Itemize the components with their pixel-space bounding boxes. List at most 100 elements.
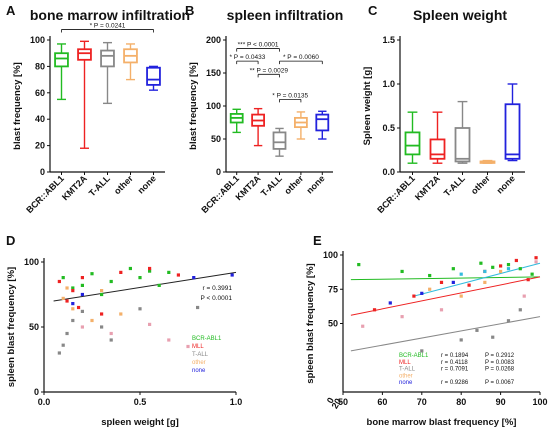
- data-point: [65, 286, 69, 290]
- y-tick-label: 50: [211, 134, 221, 144]
- y-axis-label: spleen blast frequency [%]: [305, 263, 316, 383]
- regression-line: [350, 276, 541, 316]
- data-point: [506, 267, 511, 271]
- y-tick-label: 60: [35, 88, 45, 98]
- data-point: [100, 325, 104, 329]
- legend-entry: BCR-ABL1: [192, 336, 222, 342]
- box-kmt2a: [77, 40, 92, 149]
- y-tick-label: 200: [206, 35, 221, 45]
- significance-label: * P = 0.0135: [272, 92, 308, 99]
- y-tick-label: 20: [35, 141, 45, 151]
- point-series: [80, 322, 190, 349]
- data-point: [483, 269, 487, 274]
- legend-r-value: r = 0.4118: [441, 360, 468, 366]
- y-axis-label: blast frequency [%]: [12, 62, 23, 150]
- data-point: [518, 267, 522, 271]
- y-tick-label: 150: [206, 68, 221, 78]
- box-bcr-abl1: [229, 108, 244, 134]
- data-point: [90, 272, 94, 276]
- panel-label: E: [313, 233, 322, 248]
- point-series: [61, 286, 123, 323]
- data-point: [109, 338, 113, 342]
- data-point: [400, 315, 404, 319]
- data-point: [148, 266, 152, 271]
- data-point: [459, 294, 463, 298]
- data-point: [491, 265, 495, 269]
- box-none: [504, 83, 521, 162]
- significance-label: * P = 0.0433: [229, 54, 265, 61]
- chart-title: spleen infiltration: [227, 7, 344, 23]
- legend-entry: BCR-ABL1: [399, 353, 429, 359]
- iqr-box: [146, 66, 161, 86]
- data-point: [138, 276, 142, 280]
- data-point: [499, 269, 503, 274]
- data-point: [357, 262, 361, 267]
- box-other: [294, 111, 308, 140]
- significance-bracket: * P = 0.0060: [279, 54, 323, 65]
- y-tick-label: 0.0: [382, 167, 395, 177]
- x-tick-label: 90: [496, 397, 506, 407]
- x-category-label: T-ALL: [87, 173, 112, 198]
- x-category-label: other: [469, 173, 492, 196]
- stat-label: P < 0.0001: [200, 295, 232, 302]
- significance-bracket: * P = 0.0433: [229, 54, 266, 65]
- x-tick-label: 0.0: [38, 397, 51, 407]
- box-bcr-abl1: [404, 111, 421, 164]
- x-tick-label: 0.5: [134, 397, 147, 407]
- data-point: [475, 328, 479, 332]
- legend-entry: T-ALL: [192, 352, 209, 358]
- significance-bracket: * P = 0.0241: [61, 22, 154, 33]
- data-point: [230, 273, 234, 277]
- y-tick-label: 40: [35, 114, 45, 124]
- x-category-label: other: [112, 173, 135, 196]
- data-point: [80, 292, 84, 297]
- regression-line: [350, 276, 541, 281]
- data-point: [90, 318, 94, 323]
- x-category-label: other: [282, 173, 305, 196]
- point-series: [357, 261, 534, 278]
- x-tick-label: 60: [377, 397, 387, 407]
- y-tick-label: 75: [328, 284, 338, 294]
- data-point: [148, 322, 152, 326]
- regression-line: [350, 316, 541, 352]
- y-tick-label: 0: [216, 167, 221, 177]
- x-tick-label: 1.0: [230, 397, 243, 407]
- data-point: [451, 280, 455, 284]
- data-point: [534, 256, 538, 260]
- data-point: [61, 296, 65, 300]
- significance-label: ** P = 0.0029: [250, 67, 289, 74]
- iqr-box: [100, 49, 115, 68]
- legend-p-value: P = 0.0268: [485, 367, 515, 373]
- legend-p-value: P = 0.0083: [485, 360, 515, 366]
- box-none: [146, 65, 161, 91]
- box-bcr-abl1: [54, 43, 69, 101]
- chart-title: bone marrow infiltration: [30, 7, 190, 23]
- x-category-label: none: [136, 173, 158, 195]
- point-series: [420, 308, 522, 353]
- data-point: [186, 344, 190, 349]
- data-point: [167, 338, 171, 342]
- data-point: [71, 289, 75, 293]
- legend-r-value: r = 0.9286: [441, 380, 469, 386]
- data-point: [119, 270, 123, 274]
- y-tick-label: 1.5: [382, 35, 395, 45]
- y-tick-label: 80: [35, 61, 45, 71]
- data-point: [526, 278, 530, 282]
- data-point: [148, 269, 152, 273]
- data-point: [167, 270, 171, 274]
- data-point: [459, 338, 463, 342]
- data-point: [388, 301, 392, 305]
- data-point: [80, 325, 84, 329]
- x-category-label: KMT2A: [413, 173, 442, 202]
- panel-label: C: [368, 3, 378, 18]
- y-tick-label: 100: [206, 101, 221, 111]
- data-point: [80, 283, 84, 287]
- point-series: [57, 266, 180, 316]
- box-kmt2a: [429, 111, 446, 164]
- data-point: [506, 262, 511, 267]
- point-series: [372, 256, 538, 312]
- data-point: [61, 276, 65, 280]
